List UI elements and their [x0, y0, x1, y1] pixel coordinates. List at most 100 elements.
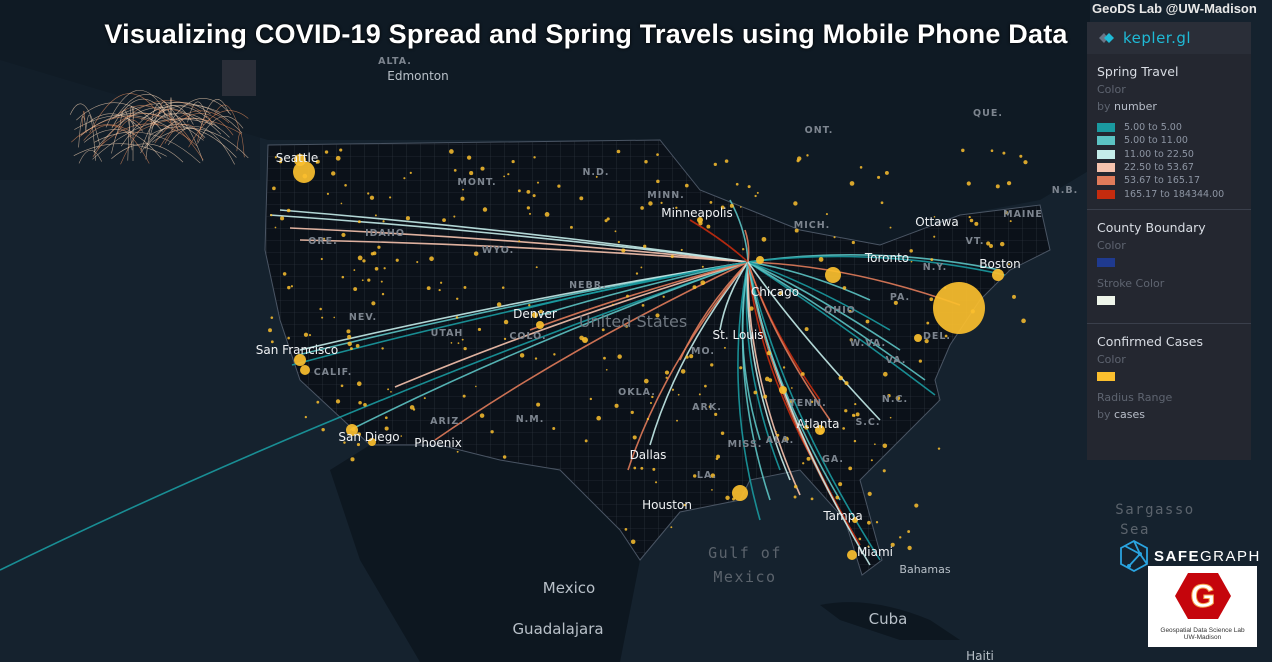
- case-dot: [326, 192, 330, 195]
- case-dot: [838, 375, 844, 381]
- region-label: VA.: [886, 355, 907, 366]
- case-dot: [536, 402, 541, 407]
- inset-arc: [78, 149, 102, 164]
- travel-arc: [719, 261, 749, 331]
- case-dot: [930, 258, 934, 261]
- case-dot: [626, 294, 629, 298]
- region-label: LA.: [697, 470, 717, 481]
- case-dot: [806, 154, 809, 157]
- case-dot: [970, 309, 975, 314]
- case-bubble: [300, 365, 310, 375]
- case-dot: [356, 381, 362, 387]
- case-dot: [853, 439, 857, 443]
- case-dot: [969, 218, 974, 223]
- case-dot: [331, 171, 336, 176]
- by-prefix: by: [1097, 407, 1111, 421]
- case-dot: [867, 545, 870, 548]
- travel-arc: [349, 261, 749, 431]
- case-dot: [884, 170, 889, 175]
- case-dot: [670, 526, 673, 529]
- case-dot: [747, 185, 751, 189]
- case-dot: [806, 456, 811, 461]
- legend-swatch: [1097, 136, 1115, 146]
- case-dot: [739, 206, 742, 208]
- case-dot: [536, 181, 540, 184]
- by-field: number: [1114, 100, 1157, 113]
- case-dot: [371, 301, 376, 306]
- case-dot: [438, 288, 441, 292]
- case-dot: [473, 251, 479, 256]
- case-dot: [842, 427, 846, 430]
- case-dot: [423, 397, 426, 400]
- case-dot: [595, 175, 598, 178]
- travel-arc: [529, 261, 749, 331]
- case-dot: [656, 153, 659, 156]
- city-label: Miami: [857, 545, 893, 559]
- case-dot: [966, 181, 971, 186]
- case-dot: [729, 203, 734, 208]
- case-dot: [640, 206, 644, 210]
- case-dot: [440, 281, 443, 284]
- case-dot: [804, 425, 809, 430]
- inset-arc: [69, 103, 100, 145]
- case-dot: [340, 384, 344, 388]
- legend-row: 11.00 to 22.50: [1097, 148, 1241, 161]
- case-dot: [614, 230, 617, 233]
- case-dot: [937, 447, 941, 450]
- case-dot: [535, 266, 538, 269]
- inset-arc: [159, 113, 234, 148]
- case-dot: [683, 503, 687, 507]
- case-dot: [732, 497, 736, 501]
- city-label: Boston: [979, 257, 1020, 271]
- case-bubble: [294, 154, 306, 166]
- inset-arc: [88, 113, 144, 132]
- case-dot: [1006, 181, 1012, 186]
- case-dot: [614, 403, 619, 408]
- case-dot: [367, 278, 371, 282]
- case-dot: [761, 236, 767, 242]
- case-dot: [635, 272, 639, 275]
- case-dot: [804, 327, 809, 332]
- inset-arc: [149, 104, 243, 134]
- case-dot: [675, 206, 678, 209]
- geods-hexagon-icon: G: [1174, 573, 1231, 619]
- case-dot: [858, 537, 862, 541]
- case-dot: [1002, 151, 1006, 155]
- case-dot: [357, 255, 363, 261]
- region-label: N.B.: [1052, 185, 1078, 196]
- travel-arc: [747, 261, 901, 351]
- travel-arc: [519, 261, 749, 311]
- case-dot: [835, 495, 840, 500]
- region-label: WYO.: [482, 245, 515, 256]
- kepler-brand[interactable]: kepler.gl: [1087, 22, 1251, 54]
- case-dot: [501, 286, 505, 289]
- case-dot: [482, 207, 488, 212]
- inset-arc: [111, 98, 169, 129]
- case-dot: [874, 443, 876, 446]
- case-dot: [986, 241, 991, 246]
- case-dot: [290, 285, 294, 288]
- stroke-color-label: Stroke Color: [1097, 276, 1165, 290]
- case-dot: [518, 240, 521, 243]
- case-dot: [710, 473, 716, 478]
- case-dot: [968, 215, 971, 219]
- case-dot: [579, 196, 584, 201]
- case-dot: [280, 216, 285, 221]
- case-dot: [680, 369, 686, 374]
- inset-arc: [140, 105, 220, 130]
- case-dot: [1008, 263, 1010, 266]
- case-dot: [383, 267, 386, 270]
- travel-arc: [269, 214, 749, 263]
- case-dot: [793, 484, 798, 489]
- case-dot: [612, 303, 614, 306]
- case-dot: [701, 265, 704, 268]
- case-dot: [793, 495, 797, 499]
- case-dot: [357, 220, 361, 224]
- legend-swatch: [1097, 163, 1115, 173]
- inset-arc: [119, 110, 133, 151]
- case-dot: [341, 232, 346, 237]
- legend-swatch: [1097, 123, 1115, 133]
- case-dot: [664, 370, 670, 375]
- case-dot: [999, 241, 1005, 247]
